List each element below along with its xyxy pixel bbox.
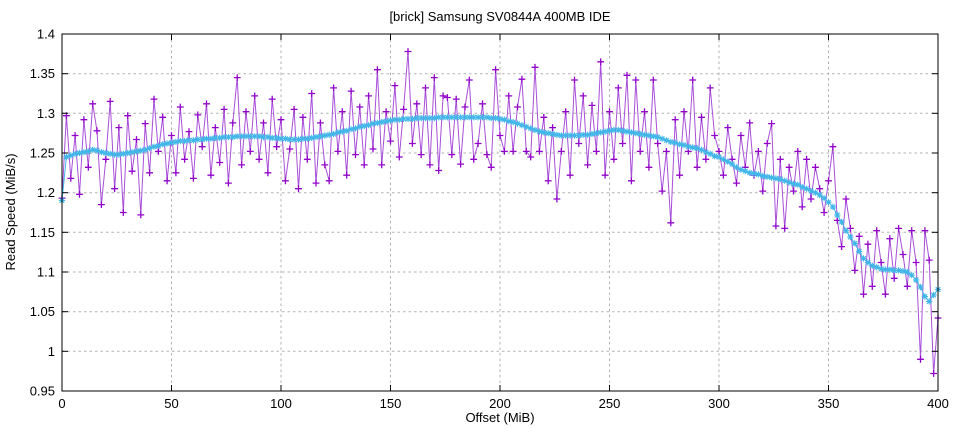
x-tick-label: 300 [708, 396, 730, 411]
x-tick-label: 50 [164, 396, 178, 411]
y-tick-label: 1.05 [30, 304, 55, 319]
x-tick-label: 0 [58, 396, 65, 411]
x-tick-label: 400 [927, 396, 949, 411]
y-tick-label: 1.2 [37, 185, 55, 200]
y-tick-label: 1.25 [30, 146, 55, 161]
y-tick-label: 1 [48, 344, 55, 359]
y-axis-label: Read Speed (MiB/s) [3, 153, 18, 270]
plot-frame [61, 33, 939, 392]
x-tick-label: 250 [599, 396, 621, 411]
y-tick-label: 1.1 [37, 265, 55, 280]
tick-labels: 0 50 100 150 200 250 300 350 400 0.95 1 1.05 1.1 1.15… [30, 27, 949, 412]
y-tick-label: 1.4 [37, 27, 55, 42]
x-axis-label: Offset (MiB) [465, 410, 534, 425]
x-tick-label: 100 [270, 396, 292, 411]
x-tick-label: 200 [489, 396, 511, 411]
y-tick-label: 1.15 [30, 225, 55, 240]
plot-border [61, 33, 939, 392]
x-tick-label: 150 [380, 396, 402, 411]
chart-title: [brick] Samsung SV0844A 400MB IDE [389, 9, 610, 24]
y-tick-label: 1.3 [37, 106, 55, 121]
y-tick-label: 1.35 [30, 66, 55, 81]
smoothed-series-markers [58, 114, 942, 305]
y-tick-label: 0.95 [30, 384, 55, 399]
gridlines [61, 33, 939, 392]
x-tick-label: 350 [818, 396, 840, 411]
